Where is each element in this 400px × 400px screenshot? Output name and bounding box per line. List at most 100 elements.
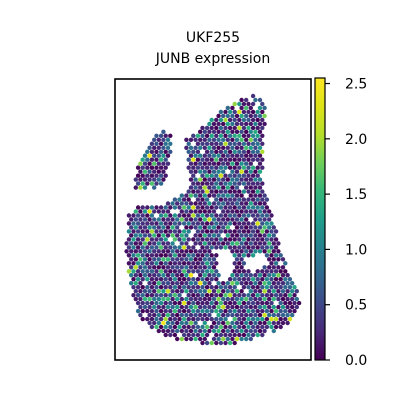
expression-spot (246, 237, 251, 242)
expression-spot (273, 237, 279, 242)
expression-spot (260, 109, 265, 115)
expression-spot (232, 149, 237, 154)
expression-spot (140, 205, 145, 210)
expression-spot (273, 261, 279, 266)
expression-spot (283, 316, 288, 322)
expression-spot (214, 157, 219, 162)
expression-spot (161, 145, 166, 150)
expression-spot (241, 324, 247, 330)
expression-spot (191, 157, 196, 162)
expression-spot (179, 273, 184, 278)
expression-spot (152, 312, 157, 318)
expression-spot (161, 169, 166, 174)
expression-spot (188, 296, 194, 302)
expression-spot (214, 277, 219, 282)
expression-spot (221, 161, 226, 166)
expression-spot (276, 304, 281, 310)
expression-spot (227, 149, 233, 154)
expression-spot (163, 324, 168, 330)
expression-spot (218, 229, 224, 234)
expression-spot (292, 300, 297, 306)
expression-spot (267, 241, 272, 246)
expression-spot (204, 285, 210, 290)
expression-spot (204, 332, 210, 338)
expression-spot (232, 181, 237, 186)
expression-spot (175, 249, 180, 254)
expression-spot (140, 237, 145, 242)
expression-spot (218, 141, 224, 146)
expression-spot (260, 125, 265, 131)
expression-spot (248, 320, 253, 326)
expression-spot (207, 185, 212, 190)
expression-spot (227, 229, 233, 234)
expression-spot (204, 213, 210, 218)
expression-spot (172, 205, 178, 210)
expression-spot (147, 265, 152, 270)
expression-spot (202, 153, 207, 158)
expression-spot (175, 312, 180, 318)
expression-spot (216, 320, 221, 326)
expression-spot (214, 324, 219, 330)
expression-spot (216, 241, 221, 246)
expression-spot (257, 153, 263, 158)
expression-spot (232, 237, 237, 242)
expression-spot (225, 177, 230, 182)
expression-spot (200, 125, 205, 131)
expression-spot (172, 253, 178, 258)
expression-spot (156, 169, 161, 174)
expression-spot (221, 113, 226, 119)
expression-spot (225, 289, 230, 294)
expression-spot (232, 165, 237, 170)
expression-spot (280, 320, 286, 326)
expression-spot (191, 269, 196, 274)
expression-spot (230, 312, 235, 318)
expression-spot (227, 189, 233, 194)
expression-spot (163, 205, 168, 210)
expression-spot (198, 336, 203, 342)
expression-spot (193, 241, 198, 246)
expression-spot (156, 153, 161, 158)
expression-spot (237, 300, 242, 306)
expression-spot (234, 249, 240, 254)
expression-spot (255, 181, 260, 186)
expression-spot (223, 205, 228, 210)
expression-spot (124, 249, 129, 254)
expression-spot (278, 285, 283, 290)
expression-spot (230, 193, 235, 198)
expression-spot (250, 101, 256, 107)
expression-spot (145, 261, 150, 266)
expression-spot (163, 157, 168, 162)
expression-spot (186, 165, 191, 170)
expression-spot (255, 205, 260, 210)
expression-spot (163, 332, 168, 338)
expression-spot (177, 245, 182, 250)
expression-spot (241, 253, 247, 258)
expression-spot (158, 316, 164, 322)
expression-spot (131, 285, 136, 290)
expression-spot (214, 300, 219, 306)
expression-spot (283, 285, 288, 290)
expression-spot (267, 304, 272, 310)
expression-spot (237, 157, 242, 162)
expression-spot (250, 141, 256, 146)
expression-spot (184, 137, 189, 142)
expression-spot (244, 201, 249, 206)
expression-spot (195, 229, 201, 234)
expression-spot (246, 253, 251, 258)
expression-spot (255, 300, 260, 306)
expression-spot (250, 324, 256, 330)
expression-spot (172, 324, 178, 330)
expression-spot (271, 265, 276, 270)
expression-spot (221, 185, 226, 190)
expression-spot (262, 113, 267, 119)
expression-spot (172, 245, 178, 250)
expression-spot (244, 217, 249, 222)
expression-spot (154, 245, 159, 250)
expression-spot (260, 221, 265, 226)
expression-spot (209, 173, 214, 178)
expression-spot (257, 241, 263, 246)
expression-spot (234, 273, 240, 278)
expression-spot (214, 237, 219, 242)
expression-spot (202, 209, 207, 214)
expression-spot (138, 185, 143, 190)
